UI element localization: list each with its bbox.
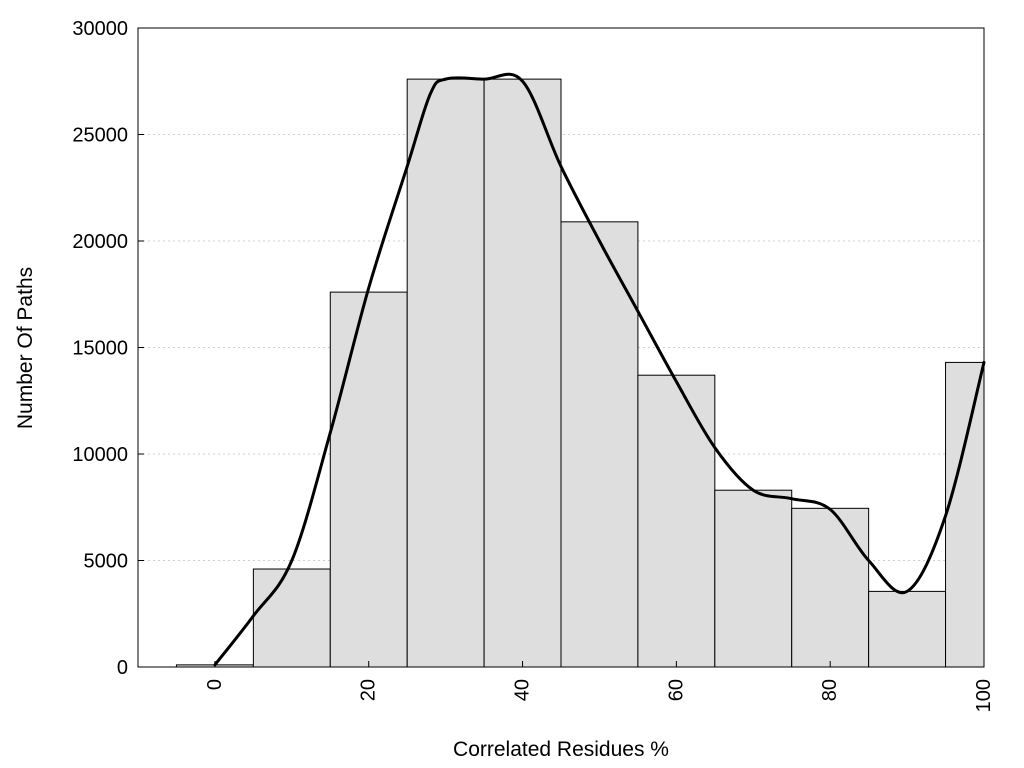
histogram-bar xyxy=(560,221,639,668)
y-tick-label: 10000 xyxy=(72,444,128,466)
y-tick-label: 30000 xyxy=(72,18,128,40)
x-tick-label: 40 xyxy=(512,679,534,701)
histogram-bar xyxy=(945,361,985,668)
histogram-bar xyxy=(252,568,331,668)
histogram-bar xyxy=(868,590,947,668)
y-tick-label: 25000 xyxy=(72,125,128,147)
x-axis-title: Correlated Residues % xyxy=(453,738,669,761)
y-tick-label: 0 xyxy=(117,657,128,679)
histogram-bar xyxy=(483,78,562,668)
y-tick-label: 15000 xyxy=(72,338,128,360)
x-tick-label: 100 xyxy=(973,679,995,712)
histogram-bars xyxy=(175,78,985,668)
x-tick-label: 80 xyxy=(819,679,841,701)
trend-line xyxy=(213,72,986,667)
histogram-bar xyxy=(714,489,793,668)
x-tick-label: 20 xyxy=(358,679,380,701)
histogram-bar xyxy=(406,78,485,668)
y-axis-ticks: 0 5000 10000 15000 20000 25000 30000 xyxy=(72,18,144,679)
trend-curve xyxy=(213,72,986,667)
x-tick-label: 60 xyxy=(665,679,687,701)
x-axis-ticks: 0 20 40 60 80 100 xyxy=(204,661,995,712)
y-axis-title: Number Of Paths xyxy=(14,267,37,429)
x-tick-label: 0 xyxy=(204,679,226,690)
histogram-bar xyxy=(329,291,408,668)
histogram-bar xyxy=(791,507,870,668)
histogram-bar xyxy=(637,374,716,668)
y-tick-label: 5000 xyxy=(84,551,129,573)
y-tick-label: 20000 xyxy=(72,231,128,253)
